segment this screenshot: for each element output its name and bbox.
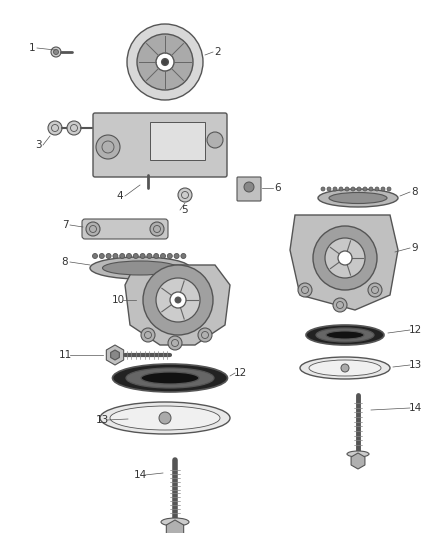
Ellipse shape [160, 254, 166, 259]
Ellipse shape [90, 257, 190, 279]
Ellipse shape [120, 254, 125, 259]
Circle shape [341, 364, 349, 372]
Text: 13: 13 [408, 360, 422, 370]
Ellipse shape [347, 451, 369, 457]
Ellipse shape [147, 254, 152, 259]
Circle shape [368, 283, 382, 297]
Circle shape [313, 226, 377, 290]
Ellipse shape [126, 368, 214, 388]
Ellipse shape [99, 254, 104, 259]
Ellipse shape [113, 364, 227, 392]
Circle shape [48, 121, 62, 135]
Text: 14: 14 [408, 403, 422, 413]
Text: 14: 14 [134, 470, 147, 480]
Text: 12: 12 [233, 368, 247, 378]
Ellipse shape [102, 261, 177, 275]
Circle shape [338, 251, 352, 265]
Circle shape [298, 283, 312, 297]
Polygon shape [111, 350, 119, 360]
Ellipse shape [127, 254, 131, 259]
Circle shape [170, 292, 186, 308]
Ellipse shape [333, 187, 337, 191]
Circle shape [86, 222, 100, 236]
Ellipse shape [321, 187, 325, 191]
Ellipse shape [110, 406, 220, 430]
Ellipse shape [100, 402, 230, 434]
Text: 6: 6 [275, 183, 281, 193]
Ellipse shape [174, 254, 179, 259]
Text: 13: 13 [95, 415, 109, 425]
Text: 10: 10 [111, 295, 124, 305]
Circle shape [325, 238, 365, 278]
Ellipse shape [316, 328, 374, 342]
Ellipse shape [113, 254, 118, 259]
Ellipse shape [161, 518, 189, 526]
Ellipse shape [345, 187, 349, 191]
Ellipse shape [327, 187, 331, 191]
Text: 12: 12 [408, 325, 422, 335]
Ellipse shape [357, 187, 361, 191]
Circle shape [156, 278, 200, 322]
Ellipse shape [92, 254, 98, 259]
Ellipse shape [375, 187, 379, 191]
Ellipse shape [318, 189, 398, 207]
Circle shape [156, 53, 174, 71]
Circle shape [333, 298, 347, 312]
Circle shape [53, 50, 59, 54]
Ellipse shape [369, 187, 373, 191]
Polygon shape [125, 265, 230, 345]
Ellipse shape [181, 254, 186, 259]
Text: 5: 5 [182, 205, 188, 215]
FancyBboxPatch shape [237, 177, 261, 201]
Text: 3: 3 [35, 140, 41, 150]
Polygon shape [166, 520, 184, 533]
Ellipse shape [339, 187, 343, 191]
Circle shape [207, 132, 223, 148]
FancyBboxPatch shape [93, 113, 227, 177]
Ellipse shape [351, 187, 355, 191]
Ellipse shape [300, 357, 390, 379]
Ellipse shape [326, 331, 364, 339]
Text: 8: 8 [412, 187, 418, 197]
Circle shape [51, 47, 61, 57]
Text: 8: 8 [62, 257, 68, 267]
Ellipse shape [363, 187, 367, 191]
Circle shape [143, 265, 213, 335]
Ellipse shape [141, 372, 199, 384]
Text: 11: 11 [58, 350, 72, 360]
Ellipse shape [387, 187, 391, 191]
Text: 2: 2 [215, 47, 221, 57]
Polygon shape [290, 215, 398, 310]
Ellipse shape [106, 254, 111, 259]
Circle shape [67, 121, 81, 135]
FancyBboxPatch shape [82, 219, 168, 239]
Text: 4: 4 [117, 191, 124, 201]
Ellipse shape [381, 187, 385, 191]
Polygon shape [106, 345, 124, 365]
Text: 7: 7 [62, 220, 68, 230]
Circle shape [175, 297, 181, 303]
Circle shape [178, 188, 192, 202]
Text: 9: 9 [412, 243, 418, 253]
Circle shape [244, 182, 254, 192]
Circle shape [159, 412, 171, 424]
Ellipse shape [133, 254, 138, 259]
Ellipse shape [167, 254, 172, 259]
Bar [150, 122, 205, 160]
Ellipse shape [329, 192, 387, 204]
Circle shape [168, 336, 182, 350]
Polygon shape [351, 453, 365, 469]
Ellipse shape [154, 254, 159, 259]
Circle shape [198, 328, 212, 342]
Circle shape [96, 135, 120, 159]
Circle shape [137, 34, 193, 90]
Circle shape [127, 24, 203, 100]
Text: 1: 1 [28, 43, 35, 53]
Ellipse shape [306, 325, 384, 345]
Circle shape [162, 59, 169, 66]
Ellipse shape [309, 360, 381, 376]
Circle shape [150, 222, 164, 236]
Circle shape [141, 328, 155, 342]
Ellipse shape [140, 254, 145, 259]
